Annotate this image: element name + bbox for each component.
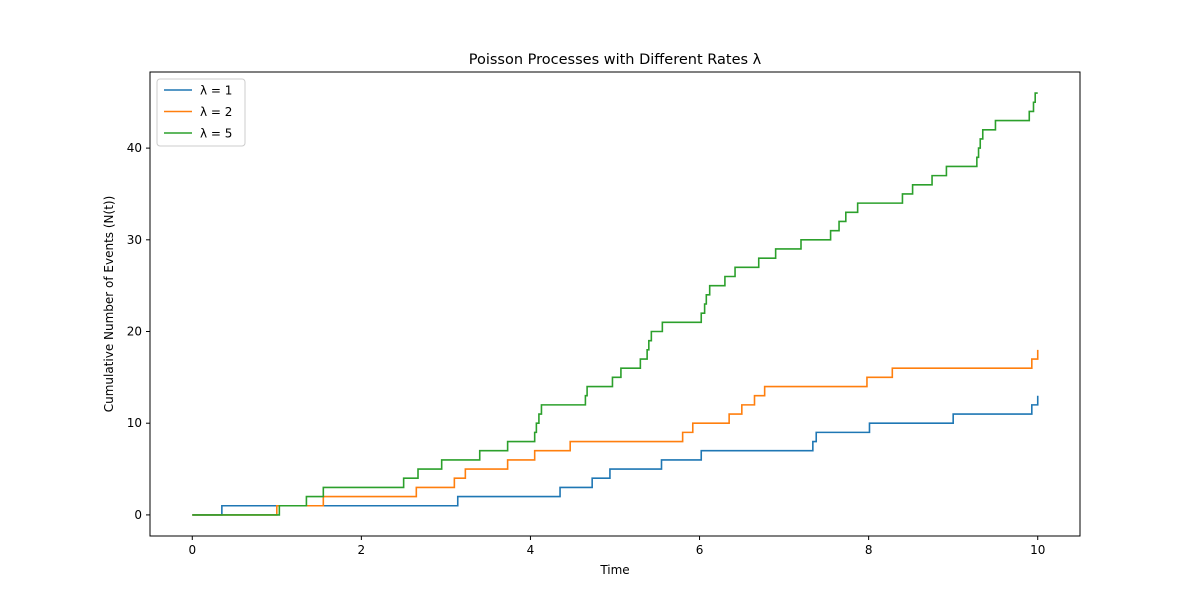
chart-title: Poisson Processes with Different Rates λ [469, 52, 762, 68]
y-tick-label: 40 [127, 141, 142, 155]
legend-label-1: λ = 1 [200, 84, 232, 98]
y-tick-label: 20 [127, 325, 142, 339]
plot-area [192, 92, 1039, 516]
y-tick-label: 30 [127, 233, 142, 247]
legend-label-3: λ = 5 [200, 127, 232, 141]
y-tick-label: 0 [134, 508, 142, 522]
x-axis: 0 2 4 6 8 10 [188, 536, 1045, 557]
x-tick-label: 10 [1030, 543, 1045, 557]
series-line-3 [192, 92, 1038, 516]
y-axis-label: Cumulative Number of Events (N(t)) [102, 196, 116, 413]
legend-box [156, 78, 246, 147]
x-tick-label: 4 [527, 543, 535, 557]
axes-frame [149, 71, 1081, 537]
x-tick-label: 2 [358, 543, 366, 557]
x-tick-label: 0 [188, 543, 196, 557]
y-tick-label: 10 [127, 416, 142, 430]
series-line-2 [192, 349, 1039, 516]
y-axis: 0 10 20 30 40 [127, 141, 150, 522]
series-line-1 [192, 395, 1039, 516]
legend-label-2: λ = 2 [200, 105, 232, 119]
x-axis-label: Time [599, 563, 629, 577]
legend: λ = 1 λ = 2 λ = 5 [156, 78, 246, 147]
x-tick-label: 8 [865, 543, 873, 557]
x-tick-label: 6 [696, 543, 704, 557]
